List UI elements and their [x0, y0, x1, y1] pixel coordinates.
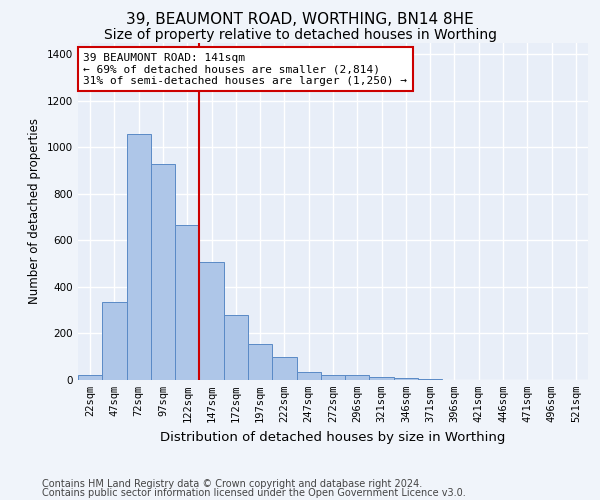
Text: Size of property relative to detached houses in Worthing: Size of property relative to detached ho… — [104, 28, 497, 42]
Text: 39 BEAUMONT ROAD: 141sqm
← 69% of detached houses are smaller (2,814)
31% of sem: 39 BEAUMONT ROAD: 141sqm ← 69% of detach… — [83, 52, 407, 86]
Bar — [102, 302, 127, 380]
Bar — [151, 164, 175, 380]
Bar — [370, 376, 394, 380]
Bar — [296, 372, 321, 380]
Bar — [272, 356, 296, 380]
Bar — [248, 344, 272, 380]
Bar — [175, 225, 199, 380]
Bar — [78, 376, 102, 380]
Text: 39, BEAUMONT ROAD, WORTHING, BN14 8HE: 39, BEAUMONT ROAD, WORTHING, BN14 8HE — [126, 12, 474, 28]
Text: Contains HM Land Registry data © Crown copyright and database right 2024.: Contains HM Land Registry data © Crown c… — [42, 479, 422, 489]
Bar — [418, 379, 442, 380]
Bar — [127, 134, 151, 380]
Bar — [224, 315, 248, 380]
Bar — [321, 376, 345, 380]
Text: Contains public sector information licensed under the Open Government Licence v3: Contains public sector information licen… — [42, 488, 466, 498]
Bar — [345, 376, 370, 380]
Bar — [199, 262, 224, 380]
Y-axis label: Number of detached properties: Number of detached properties — [28, 118, 41, 304]
Bar — [394, 378, 418, 380]
X-axis label: Distribution of detached houses by size in Worthing: Distribution of detached houses by size … — [160, 430, 506, 444]
